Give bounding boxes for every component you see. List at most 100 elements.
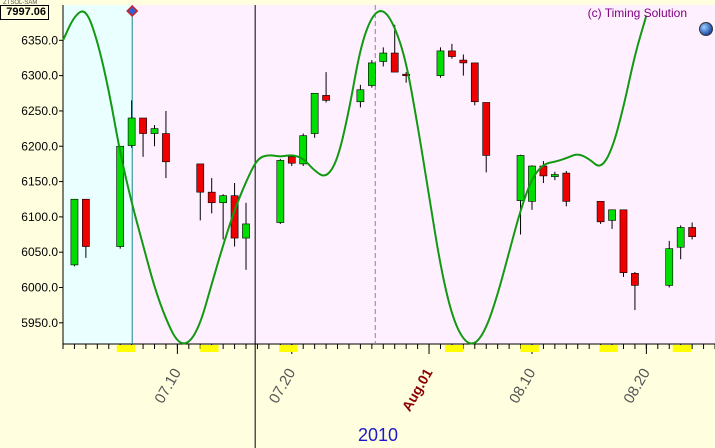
x-tick-label: 07.10 [151,366,184,407]
y-tick-label: 6300.0 [21,69,58,83]
candle-body [322,95,330,101]
y-axis: 6350.0 6300.0 6250.0 6200.0 6150.0 6100.0 6050… [21,5,64,344]
globe-icon[interactable] [699,22,713,36]
highlight-mark [520,345,539,352]
candle-body [379,52,388,62]
candle-body [276,160,285,223]
candle [219,194,227,240]
candle [448,43,456,59]
candle [230,182,239,247]
candle [459,54,468,76]
candle [276,158,285,224]
plot-background-group [63,5,715,344]
candle-body [448,50,456,57]
candle-body [356,89,365,103]
candle [390,24,399,73]
candle-body [390,52,399,73]
candle [665,240,674,288]
y-tick-label: 6050.0 [21,245,58,259]
candle-body [367,62,376,86]
highlight-mark [279,345,298,352]
candle [436,47,445,78]
candle-body [242,223,250,239]
candle-body [127,117,136,146]
candle-body [676,227,685,248]
candle [676,225,685,260]
candle [482,102,491,173]
highlight-marks [116,345,691,352]
candle-body [482,102,491,156]
year-label: 2010 [358,425,399,445]
candle-body [516,155,525,201]
y-tick-label: 6000.0 [21,281,58,295]
cycle-line [62,10,648,345]
vertical-markers [131,5,376,448]
plot-background [63,5,715,344]
candle [562,170,571,207]
candle [596,201,605,224]
y-tick-label: 6150.0 [21,175,58,189]
x-tick-label: 08.20 [620,366,653,407]
candle [82,198,90,258]
candle-body [436,50,445,76]
candle [619,209,628,277]
candle [528,165,536,210]
highlight-mark [200,345,219,352]
highlight-mark [599,345,618,352]
candle-body [562,172,571,202]
candle-body [116,145,125,247]
candle-body [551,174,559,177]
candle-body [402,73,411,77]
candle [287,154,296,167]
candle [379,47,388,67]
candle-body [665,248,674,286]
candle-body [299,135,308,165]
candlestick-series [70,24,696,311]
diamond-marker-icon[interactable] [126,4,139,18]
candle [162,110,170,179]
candle [608,209,616,229]
candle-body [196,163,205,193]
candle [207,178,216,214]
candle-body [310,92,319,134]
candle-body [82,198,90,247]
candle-body [219,195,227,204]
y-tick-label: 6100.0 [21,210,58,224]
candle [322,72,330,103]
y-tick-label: 6250.0 [21,104,58,118]
candle-body [470,62,479,103]
candle [139,117,147,157]
candle [631,271,639,311]
candle [116,145,125,249]
candle-body [139,117,147,134]
candle-body [459,59,468,64]
candle [551,171,559,181]
price-readout: 7997.06 [0,5,49,20]
candle [310,92,319,138]
candle-body [596,201,605,223]
highlight-mark [116,345,136,352]
candle-body [631,273,639,286]
candle [127,100,136,148]
candle-body [528,165,536,202]
candle [196,163,205,221]
candle-body [70,198,79,266]
candle [688,222,696,240]
candle [70,198,79,267]
copyright-label: (c) Timing Solution [587,6,687,20]
highlight-mark [445,345,464,352]
candle [150,125,159,147]
y-tick-label: 6200.0 [21,139,58,153]
candle-body [608,209,616,221]
candle [470,62,479,106]
candle-body [230,195,239,239]
diamond-shape [126,4,139,18]
x-tick-label: 07.20 [266,366,299,407]
y-tick-label: 5950.0 [21,316,58,330]
candle-body [619,209,628,273]
y-tick-label: 6350.0 [21,33,58,47]
candle-body [287,156,296,164]
candle [356,84,365,108]
x-tick-label: 08.10 [506,366,539,407]
